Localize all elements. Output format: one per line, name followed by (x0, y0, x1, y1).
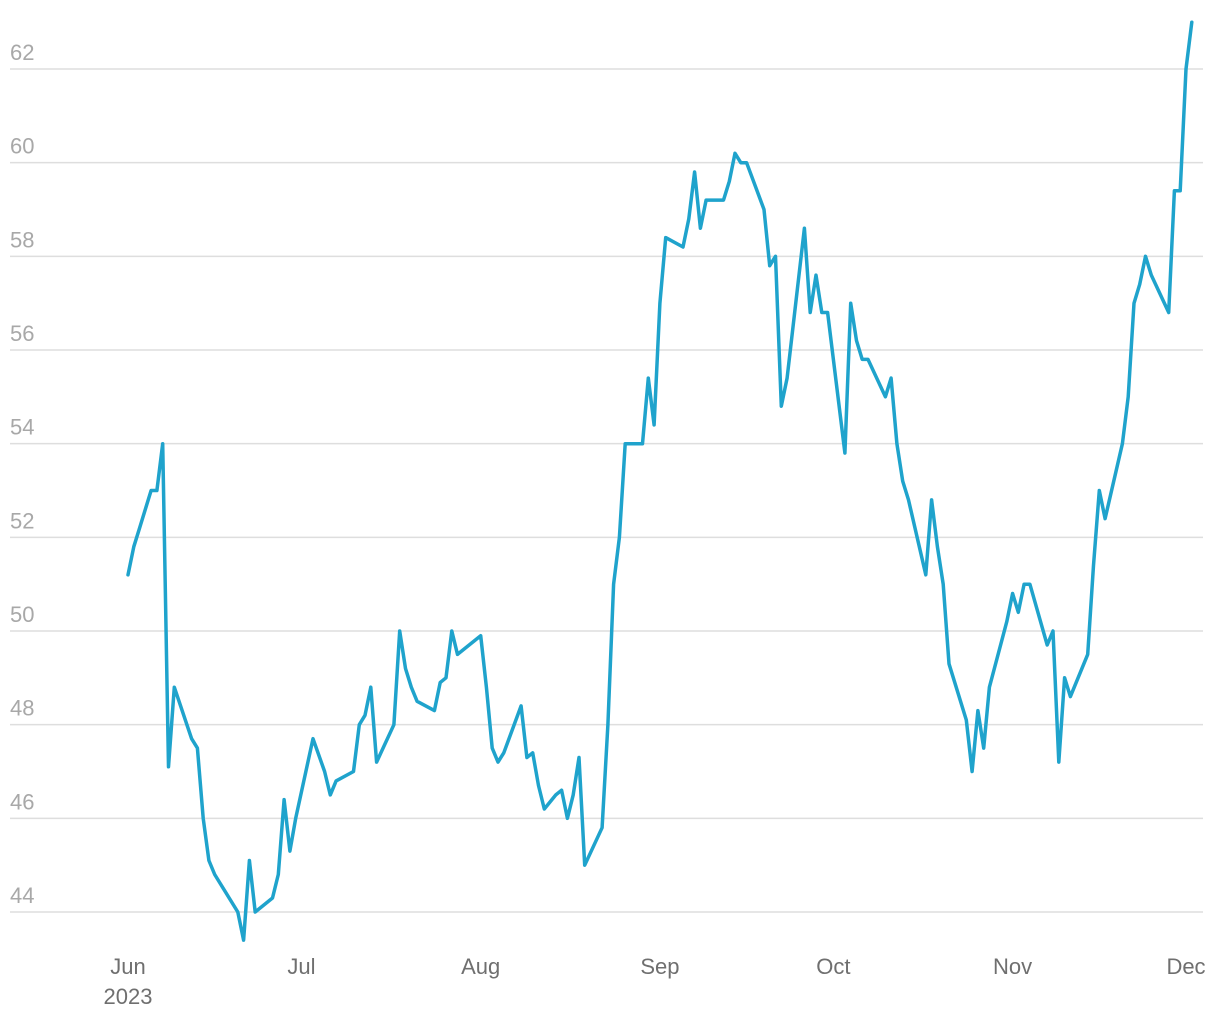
x-tick-label-sep: Sep (640, 954, 679, 979)
y-tick-label: 60 (10, 134, 34, 159)
x-tick-label-jul: Jul (287, 954, 315, 979)
y-tick-label: 54 (10, 415, 34, 440)
gridlines (10, 68, 1203, 913)
y-tick-label: 62 (10, 40, 34, 65)
y-tick-label: 58 (10, 227, 34, 252)
y-tick-label: 48 (10, 696, 34, 721)
x-tick-label-jun: Jun (110, 954, 145, 979)
x-tick-year-label: 2023 (104, 984, 153, 1009)
series-lines (126, 20, 1194, 942)
x-tick-label-oct: Oct (816, 954, 850, 979)
x-tick-label-nov: Nov (993, 954, 1032, 979)
x-axis-tick-labels: Jun 2023 Jul Aug Sep Oct Nov Dec (104, 954, 1206, 1009)
y-axis-tick-labels: 44 46 48 50 52 54 56 58 60 62 (10, 40, 34, 908)
y-tick-label: 46 (10, 789, 34, 814)
x-tick-label-dec: Dec (1166, 954, 1205, 979)
y-tick-label: 56 (10, 321, 34, 346)
y-tick-label: 52 (10, 508, 34, 533)
series-line-0 (126, 20, 1194, 942)
y-tick-label: 44 (10, 883, 34, 908)
y-tick-label: 50 (10, 602, 34, 627)
x-tick-label-aug: Aug (461, 954, 500, 979)
